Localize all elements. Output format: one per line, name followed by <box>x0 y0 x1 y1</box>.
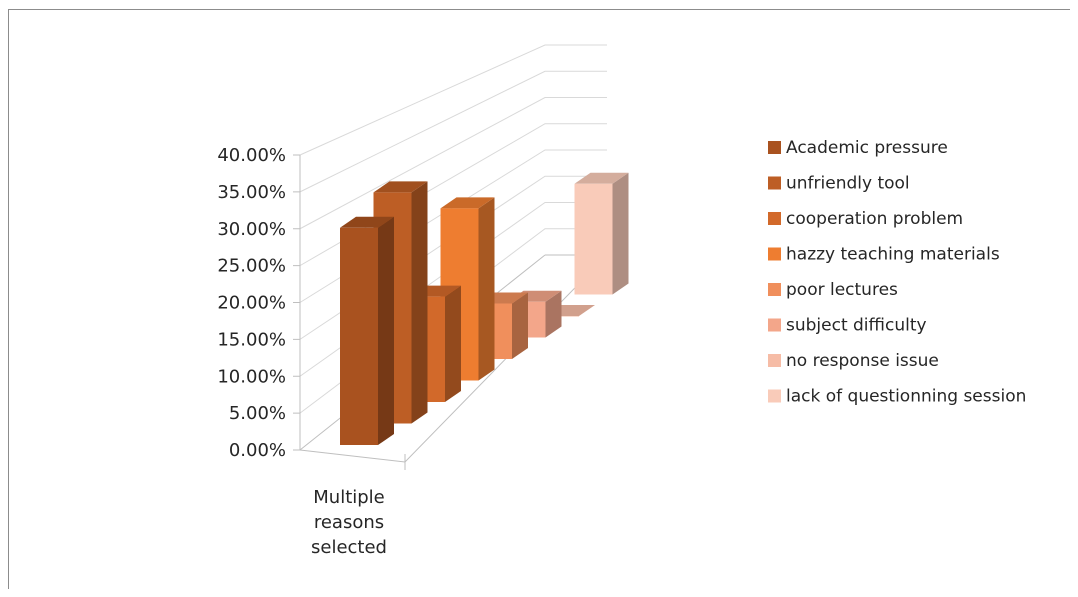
bar-side-face <box>445 285 461 402</box>
x-category-label-line: Multiple <box>313 487 385 508</box>
bar-top-face <box>440 197 495 209</box>
legend-label: cooperation problem <box>786 209 963 229</box>
legend-swatch <box>768 283 781 296</box>
legend-swatch <box>768 176 781 190</box>
bar-side-face <box>512 292 528 359</box>
bar-side-face <box>612 172 629 295</box>
bar-side-face <box>411 181 428 424</box>
legend-item: hazzy teaching materials <box>768 245 1000 265</box>
bar-front-face <box>340 227 378 445</box>
legend-label: no response issue <box>786 351 939 371</box>
bar-side-face <box>478 197 495 381</box>
bar-side-face <box>378 216 394 445</box>
legend-swatch <box>768 389 781 403</box>
legend-item: cooperation problem <box>768 209 963 229</box>
bar-top-face <box>574 172 629 184</box>
y-tick-label: 10.00% <box>217 366 286 387</box>
legend-label: Academic pressure <box>786 138 948 158</box>
y-tick-label: 5.00% <box>229 403 286 424</box>
gridline <box>299 97 607 230</box>
legend-label: unfriendly tool <box>786 174 910 194</box>
bar-top-face <box>373 181 428 193</box>
legend-swatch <box>768 212 781 225</box>
legend-swatch <box>768 318 781 332</box>
legend-label: subject difficulty <box>786 316 927 336</box>
x-category-label-line: selected <box>311 537 387 558</box>
legend-item: no response issue <box>768 351 939 371</box>
legend-swatch <box>768 141 781 154</box>
gridline <box>299 70 607 193</box>
y-tick-label: 30.00% <box>217 219 286 240</box>
legend-label: poor lectures <box>786 280 898 300</box>
legend-label: hazzy teaching materials <box>786 245 1000 265</box>
bar-7 <box>574 172 629 295</box>
bar-0 <box>340 216 394 445</box>
bars <box>340 172 629 445</box>
y-tick-label: 25.00% <box>217 256 286 277</box>
legend: Academic pressure unfriendly tool cooperat… <box>768 138 1026 407</box>
legend-item: unfriendly tool <box>768 174 910 194</box>
x-category-label: Multiple reasons selected <box>311 487 387 558</box>
legend-label: lack of questionning session <box>786 387 1026 407</box>
bar-side-face <box>545 290 562 338</box>
bar-top-face <box>340 216 394 228</box>
legend-item: subject difficulty <box>768 316 927 336</box>
y-tick-label: 35.00% <box>217 182 286 203</box>
y-axis-ticks: 0.00% 5.00% 10.00% 15.00% 20.00% 25.00% 30.00%… <box>217 145 286 461</box>
y-tick-label: 40.00% <box>217 145 286 166</box>
x-category-label-line: reasons <box>314 512 384 533</box>
bar-front-face <box>574 183 613 295</box>
legend-swatch <box>768 354 781 367</box>
y-tick-label: 20.00% <box>217 293 286 314</box>
legend-item: poor lectures <box>768 280 898 300</box>
legend-swatch <box>768 247 781 261</box>
y-tick-label: 0.00% <box>229 440 286 461</box>
gridline <box>299 44 607 156</box>
y-tick-label: 15.00% <box>217 329 286 350</box>
legend-item: lack of questionning session <box>768 387 1026 407</box>
legend-item: Academic pressure <box>768 138 948 158</box>
